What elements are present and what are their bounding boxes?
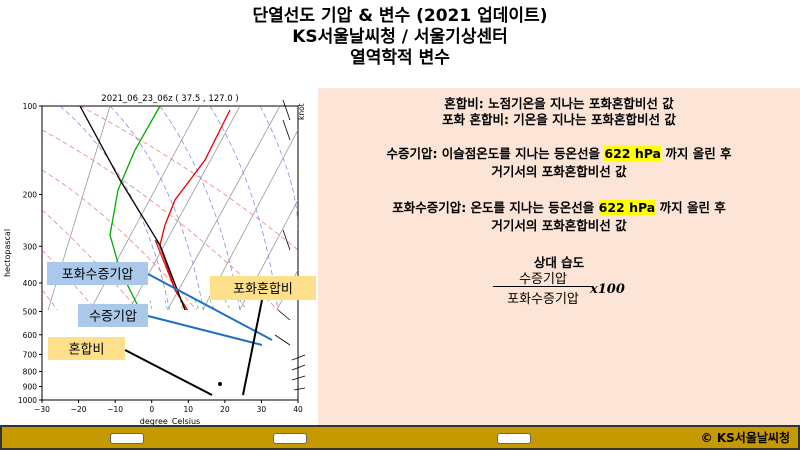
y-tick-label: 200 bbox=[23, 191, 38, 200]
callout-box bbox=[47, 262, 148, 285]
note-line: 포화 혼합비: 기온을 지나는 포화혼합비선 값 bbox=[318, 109, 800, 128]
callout-label: 포화혼합비 bbox=[233, 282, 293, 297]
y-tick-label: 1000 bbox=[18, 396, 37, 405]
y-tick-label: 700 bbox=[23, 350, 38, 359]
y-tick-label: 600 bbox=[23, 331, 38, 340]
x-tick-label: −20 bbox=[71, 405, 87, 414]
highlight: 622 hPa bbox=[598, 200, 656, 215]
note-line: 거기서의 포화혼합비선 값 bbox=[318, 161, 800, 180]
nav-button[interactable] bbox=[497, 433, 531, 444]
callout-label: 혼합비 bbox=[69, 343, 105, 358]
skewt: 2021_06_23_06z ( 37.5 , 127.0 ) hectopas… bbox=[3, 94, 316, 425]
nav-button[interactable] bbox=[273, 433, 307, 444]
y-tick-label: 400 bbox=[23, 279, 38, 288]
callout-box bbox=[48, 337, 125, 360]
highlight: 622 hPa bbox=[604, 146, 661, 161]
x-tick-label: 30 bbox=[257, 405, 267, 414]
title-line: 열역학적 변수 bbox=[350, 48, 450, 68]
note-text: 수증기압: 이슬점온도를 지나는 등온선을 bbox=[386, 146, 605, 161]
title: 단열선도 기압 & 변수 (2021 업데이트) KS서울날씨청 / 서울기상센… bbox=[0, 6, 800, 69]
x-tick-label: 40 bbox=[293, 405, 303, 414]
credit: © KS서울날씨청 bbox=[700, 431, 790, 445]
callout-label: 수증기압 bbox=[89, 310, 137, 325]
arrows bbox=[124, 273, 273, 396]
note-line: 거기서의 포화혼합비선 값 bbox=[318, 215, 800, 234]
y-axis-label: hectopascal bbox=[3, 229, 12, 277]
chart-title: 2021_06_23_06z ( 37.5 , 127.0 ) bbox=[101, 94, 238, 104]
notes-panel: 혼합비: 노점기온을 지나는 포화혼합비선 값 포화 혼합비: 기온을 지나는 포… bbox=[318, 88, 800, 425]
fraction-bar bbox=[493, 286, 593, 287]
footer: © KS서울날씨청 bbox=[0, 425, 800, 450]
unit-label: knot bbox=[297, 103, 306, 120]
x-tick-label: 0 bbox=[149, 405, 154, 414]
temperature-profile bbox=[159, 109, 231, 310]
note-line: 수증기압: 이슬점온도를 지나는 등온선을 622 hPa 까지 올린 후 bbox=[318, 143, 800, 162]
x-tick-label: 10 bbox=[184, 405, 194, 414]
title-line: KS서울날씨청 / 서울기상센터 bbox=[292, 27, 508, 47]
formula-denominator: 포화수증기압 bbox=[507, 292, 579, 307]
y-tick-label: 900 bbox=[23, 383, 38, 392]
formula-numerator: 수증기압 bbox=[519, 272, 567, 287]
y-tick-label: 500 bbox=[23, 307, 38, 316]
y-tick-label: 800 bbox=[23, 368, 38, 377]
note-text: 포화수증기압: 온도를 지나는 등온선을 bbox=[392, 200, 599, 215]
formula-multiplier: x100 bbox=[590, 282, 625, 297]
x-tick-label: −30 bbox=[34, 405, 50, 414]
callout-label: 포화수증기압 bbox=[62, 268, 134, 283]
y-tick-label: 100 bbox=[23, 102, 38, 111]
y-tick-label: 300 bbox=[23, 242, 38, 251]
note-line: 혼합비: 노점기온을 지나는 포화혼합비선 값 bbox=[318, 93, 800, 112]
note-text: 거기서의 포화혼합비선 값 bbox=[491, 164, 627, 179]
nav-button[interactable] bbox=[110, 433, 144, 444]
note-line: 포화수증기압: 온도를 지나는 등온선을 622 hPa 까지 올린 후 bbox=[318, 197, 800, 216]
formula-title: 상대 습도 bbox=[533, 255, 585, 270]
note-text: 포화 혼합비: 기온을 지나는 포화혼합비선 값 bbox=[442, 112, 676, 127]
callout-box bbox=[210, 276, 316, 300]
x-axis-label: degree_Celsius bbox=[140, 417, 200, 425]
callout-box bbox=[78, 304, 148, 327]
lcl-point bbox=[218, 382, 222, 386]
x-tick-label: 20 bbox=[220, 405, 230, 414]
note-text: 까지 올린 후 bbox=[660, 146, 732, 161]
note-text: 혼합비: 노점기온을 지나는 포화혼합비선 값 bbox=[444, 96, 674, 111]
note-text: 거기서의 포화혼합비선 값 bbox=[491, 218, 627, 233]
x-tick-label: −10 bbox=[107, 405, 123, 414]
title-line: 단열선도 기압 & 변수 (2021 업데이트) bbox=[252, 6, 548, 26]
parcel-profile bbox=[79, 105, 186, 310]
note-text: 까지 올린 후 bbox=[655, 200, 726, 215]
